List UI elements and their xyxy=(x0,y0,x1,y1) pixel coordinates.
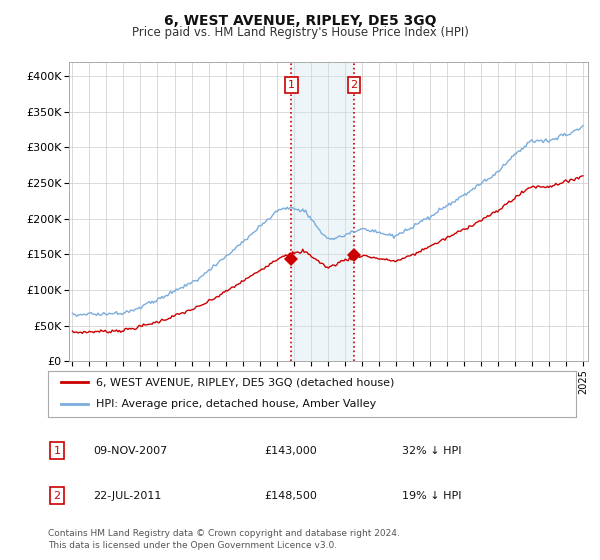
Text: £143,000: £143,000 xyxy=(264,446,317,456)
Text: 2: 2 xyxy=(350,80,358,90)
Text: 19% ↓ HPI: 19% ↓ HPI xyxy=(402,491,461,501)
Text: 6, WEST AVENUE, RIPLEY, DE5 3GQ (detached house): 6, WEST AVENUE, RIPLEY, DE5 3GQ (detache… xyxy=(95,377,394,388)
Text: Contains HM Land Registry data © Crown copyright and database right 2024.
This d: Contains HM Land Registry data © Crown c… xyxy=(48,529,400,550)
Text: 6, WEST AVENUE, RIPLEY, DE5 3GQ: 6, WEST AVENUE, RIPLEY, DE5 3GQ xyxy=(164,14,436,28)
Bar xyxy=(292,62,354,361)
Text: 22-JUL-2011: 22-JUL-2011 xyxy=(93,491,161,501)
Text: Price paid vs. HM Land Registry's House Price Index (HPI): Price paid vs. HM Land Registry's House … xyxy=(131,26,469,39)
Text: 2: 2 xyxy=(53,491,61,501)
Text: 1: 1 xyxy=(53,446,61,456)
Text: 32% ↓ HPI: 32% ↓ HPI xyxy=(402,446,461,456)
Text: 1: 1 xyxy=(288,80,295,90)
Text: £148,500: £148,500 xyxy=(264,491,317,501)
Text: 09-NOV-2007: 09-NOV-2007 xyxy=(93,446,167,456)
Text: HPI: Average price, detached house, Amber Valley: HPI: Average price, detached house, Ambe… xyxy=(95,399,376,409)
